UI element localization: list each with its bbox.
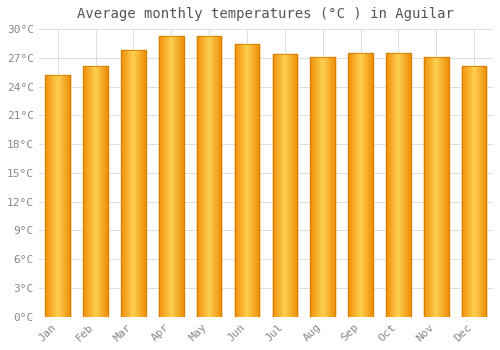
Bar (348, 53, 373, 317)
Bar (121, 50, 146, 317)
Bar (234, 44, 260, 317)
Bar (159, 36, 184, 317)
Bar (462, 65, 486, 317)
Bar (197, 36, 222, 317)
Bar (386, 53, 410, 317)
Bar (272, 54, 297, 317)
Bar (424, 57, 448, 317)
Title: Average monthly temperatures (°C ) in Aguilar: Average monthly temperatures (°C ) in Ag… (78, 7, 454, 21)
Bar (46, 75, 70, 317)
Bar (310, 57, 335, 317)
Bar (84, 65, 108, 317)
